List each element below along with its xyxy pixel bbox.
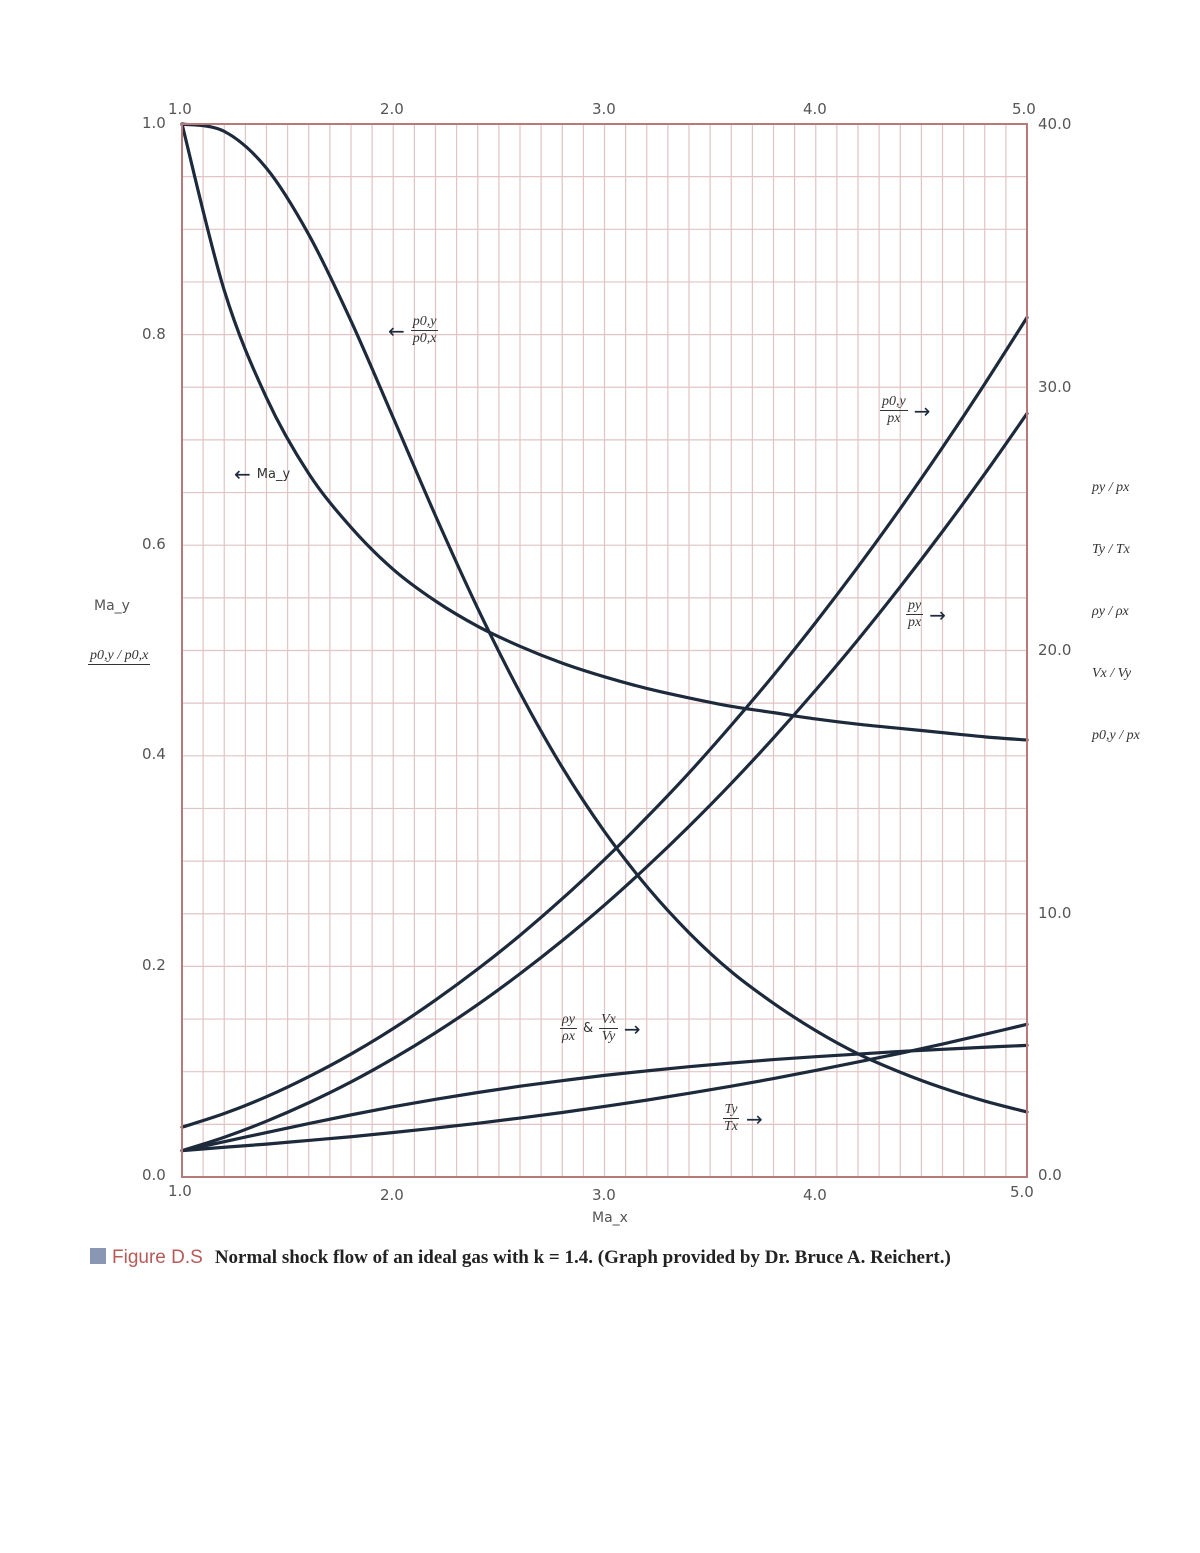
right-tick: 30.0: [1038, 378, 1072, 396]
numerator: ρy: [560, 1012, 577, 1029]
right-axis-label: py / px: [1092, 480, 1130, 495]
arrow-right-icon: →: [929, 602, 946, 627]
figure-number: Figure D.S: [112, 1247, 203, 1268]
numerator: Vx: [599, 1012, 618, 1029]
curve-ty-tx: [180, 1022, 1029, 1153]
fraction: p0,y px: [880, 394, 908, 427]
x-tick-top: 5.0: [1012, 100, 1036, 118]
ampersand: &: [582, 1021, 594, 1036]
annotation-density-velocity: ρy ρx & Vx Vy →: [560, 1012, 641, 1045]
curve-p0-y-px: [180, 315, 1029, 1129]
left-axis-label-may: Ma_y: [94, 598, 130, 614]
denominator: px: [887, 411, 901, 426]
caption-text: Normal shock flow of an ideal gas with k…: [214, 1247, 951, 1268]
right-axis-labels: py / px Ty / Tx ρy / ρx Vx / Vy p0,y / p…: [1092, 480, 1140, 744]
x-tick-top: 1.0: [168, 100, 192, 118]
x-tick-bottom: 2.0: [380, 1186, 404, 1204]
x-tick-bottom: 1.0: [168, 1182, 192, 1200]
figure-caption: Figure D.S Normal shock flow of an ideal …: [90, 1244, 1030, 1272]
numerator: py: [906, 598, 924, 615]
numerator: p0,y: [880, 394, 908, 411]
fraction: py px: [906, 598, 924, 631]
annotation-may: ← Ma_y: [234, 462, 290, 486]
numerator: p0,y: [410, 314, 439, 331]
denominator: Vy: [601, 1029, 616, 1044]
x-tick-top: 3.0: [592, 100, 616, 118]
right-tick: 40.0: [1038, 115, 1072, 133]
annotation-p0y-p0x: ← p0,y p0,x: [388, 314, 439, 347]
denominator: px: [908, 615, 922, 630]
left-tick: 0.8: [142, 325, 166, 343]
left-tick: 0.2: [142, 956, 166, 974]
grid: [182, 124, 1027, 1177]
x-tick-bottom: 3.0: [592, 1186, 616, 1204]
arrow-left-icon: ←: [234, 462, 251, 486]
left-tick: 0.6: [142, 535, 166, 553]
x-tick-bottom: 5.0: [1010, 1183, 1034, 1201]
left-axis-label-p0-ratio: p0,y / p0,x: [88, 648, 151, 665]
label: Ma_y: [256, 466, 291, 482]
x-tick-top: 4.0: [803, 100, 827, 118]
curves: [180, 122, 1029, 1153]
denominator: p0,x: [412, 331, 437, 346]
arrow-right-icon: →: [746, 1106, 763, 1131]
left-tick: 0.4: [142, 745, 166, 763]
right-axis-label: Ty / Tx: [1092, 542, 1130, 557]
fraction: Vx Vy: [599, 1012, 618, 1045]
annotation-p0y-px: p0,y px →: [880, 394, 930, 427]
x-axis-label: Ma_x: [592, 1210, 628, 1226]
arrow-left-icon: ←: [388, 318, 405, 343]
annotation-ty-tx: Ty Tx →: [722, 1102, 763, 1135]
x-tick-bottom: 4.0: [803, 1186, 827, 1204]
right-axis-label: ρy / ρx: [1092, 604, 1129, 619]
right-axis-label: Vx / Vy: [1092, 666, 1132, 681]
fraction: ρy ρx: [560, 1012, 577, 1045]
curve-y-x-vx-vy: [180, 1043, 1029, 1153]
numerator: Ty: [722, 1102, 740, 1119]
arrow-right-icon: →: [913, 398, 931, 423]
caption-marker-icon: [90, 1248, 106, 1264]
arrow-right-icon: →: [623, 1016, 641, 1041]
right-axis-label: p0,y / px: [1092, 728, 1140, 743]
right-tick: 10.0: [1038, 904, 1072, 922]
fraction: p0,y p0,x: [410, 314, 439, 347]
curve-ma-y: [180, 122, 1029, 742]
left-tick: 0.0: [142, 1166, 166, 1184]
label-text: p0,y / p0,x: [88, 648, 151, 665]
denominator: ρx: [562, 1029, 575, 1044]
annotation-py-px: py px →: [906, 598, 946, 631]
right-tick: 0.0: [1038, 1166, 1062, 1184]
plot-frame: [181, 123, 1028, 1178]
fraction: Ty Tx: [722, 1102, 740, 1135]
denominator: Tx: [724, 1119, 738, 1134]
curve-py-px: [180, 411, 1029, 1153]
x-tick-top: 2.0: [380, 100, 404, 118]
left-tick: 1.0: [142, 114, 166, 132]
right-tick: 20.0: [1038, 641, 1072, 659]
